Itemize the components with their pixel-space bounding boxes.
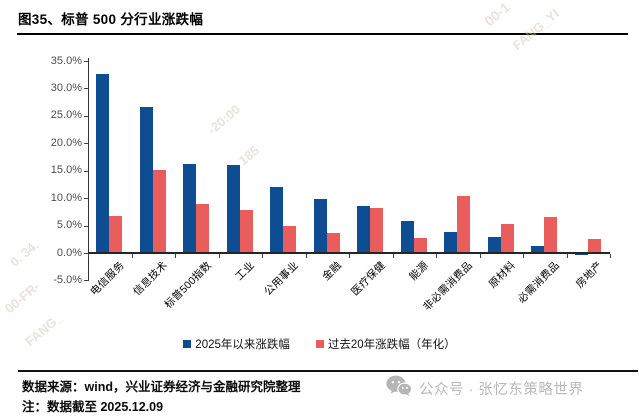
- legend-swatch-red: [315, 340, 324, 348]
- watermark-text: -20:00: [204, 101, 244, 138]
- y-axis-line: [88, 58, 89, 281]
- y-axis-tick-mark: [84, 280, 88, 282]
- watermark-text: 00-1: [481, 0, 513, 30]
- bar-电信服务-blue: [96, 73, 110, 253]
- wechat-account-name: 公众号 · 张忆东策略世界: [419, 382, 584, 398]
- y-axis-tick-mark: [84, 198, 88, 200]
- x-axis-tick-mark: [131, 254, 133, 258]
- y-axis-tick-mark: [84, 225, 88, 227]
- y-axis-tick-mark: [84, 253, 88, 254]
- x-axis-tick-mark: [305, 254, 307, 258]
- bar-房地产-red: [587, 239, 601, 253]
- bar-非必需消费品-blue: [444, 232, 458, 253]
- x-axis-tick-mark: [349, 254, 350, 258]
- bar-公用事业-red: [283, 225, 297, 253]
- x-axis-tick-mark: [392, 254, 394, 258]
- x-axis-tick-mark: [218, 254, 220, 258]
- bar-公用事业-blue: [270, 187, 284, 253]
- bar-工业-blue: [226, 165, 240, 253]
- y-axis-tick-label: 30.0%: [50, 81, 82, 94]
- x-axis-tick-mark: [566, 254, 568, 258]
- y-axis-tick-label: 0.0%: [56, 246, 82, 259]
- x-axis-line: [88, 252, 610, 254]
- footer-divider: [18, 370, 638, 372]
- bar-房地产-blue: [574, 253, 588, 256]
- bar-必需消费品-blue: [531, 245, 545, 253]
- bar-chart-plot-area: 35.0% 30.0% 25.0% 20.0% 15.0% 10.0% 5.0% 0.0% -5…: [1, 0, 611, 349]
- wechat-footer: 公众号 · 张忆东策略世界: [386, 375, 583, 402]
- x-axis-category-label: 工业: [233, 259, 258, 284]
- y-axis-tick-mark: [84, 115, 88, 117]
- title-underline: [17, 33, 628, 35]
- bar-标普500指数-red: [196, 204, 210, 253]
- bar-标普500指数-blue: [183, 163, 197, 253]
- bar-医疗保健-blue: [357, 206, 371, 253]
- x-axis-category-label: 信息技术: [131, 259, 171, 299]
- bar-信息技术-blue: [139, 106, 153, 253]
- y-axis-tick-label: 10.0%: [50, 191, 82, 204]
- y-axis-tick-label: 20.0%: [50, 136, 82, 149]
- legend-item-2025: 2025年以来涨跌幅: [183, 336, 290, 352]
- y-axis-tick-label: 15.0%: [50, 164, 82, 177]
- y-axis-tick-mark: [84, 88, 88, 90]
- bar-工业-red: [239, 210, 253, 253]
- bar-金融-red: [326, 233, 340, 253]
- wechat-icon: [386, 375, 413, 402]
- x-axis-tick-mark: [610, 254, 611, 258]
- watermark-text: FANG_YI: [509, 5, 562, 54]
- y-axis-tick-mark: [84, 143, 88, 145]
- bar-原材料-red: [500, 223, 514, 253]
- bar-信息技术-red: [152, 169, 166, 253]
- x-axis-category-label: 能源: [407, 259, 432, 284]
- x-axis-tick-mark: [262, 254, 263, 258]
- bar-能源-red: [413, 237, 427, 253]
- bar-医疗保健-red: [370, 208, 384, 253]
- legend-label-20yr: 过去20年涨跌幅（年化）: [327, 339, 456, 351]
- x-axis-tick-mark: [175, 254, 176, 258]
- y-axis-tick-mark: [84, 61, 88, 62]
- y-axis-tick-label: 35.0%: [50, 54, 82, 67]
- y-axis-tick-label: 5.0%: [56, 219, 82, 232]
- x-axis-tick-mark: [479, 254, 481, 258]
- x-axis-category-label: 金融: [320, 259, 345, 284]
- x-axis-category-label: 房地产: [573, 259, 606, 291]
- bar-能源-blue: [400, 221, 414, 253]
- x-axis-tick-mark: [523, 254, 524, 258]
- chart-legend: 2025年以来涨跌幅 过去20年涨跌幅（年化）: [0, 336, 639, 352]
- y-axis-tick-label: 25.0%: [50, 109, 82, 122]
- bar-非必需消费品-red: [457, 195, 471, 253]
- bar-必需消费品-red: [544, 217, 558, 253]
- x-axis-tick-mark: [88, 254, 89, 258]
- watermark-text: 0. 34.: [6, 237, 42, 270]
- y-axis-tick-label: -5.0%: [53, 273, 82, 286]
- x-axis-category-label: 原材料: [486, 259, 519, 291]
- x-axis-tick-mark: [436, 254, 437, 258]
- legend-swatch-blue: [183, 340, 192, 348]
- bar-金融-blue: [313, 199, 327, 253]
- y-axis-tick-mark: [84, 170, 88, 172]
- watermark-text: 00-FR-: [1, 278, 43, 317]
- bar-电信服务-red: [109, 215, 123, 253]
- data-note-text: 注：数据截至 2025.12.09: [22, 400, 164, 414]
- legend-label-2025: 2025年以来涨跌幅: [195, 339, 290, 351]
- data-source-text: 数据来源：wind，兴业证券经济与金融研究院整理: [22, 380, 301, 394]
- legend-item-20yr: 过去20年涨跌幅（年化）: [315, 336, 456, 352]
- bar-原材料-blue: [487, 237, 501, 253]
- chart-title: 图35、标普 500 分行业涨跌幅: [18, 12, 204, 27]
